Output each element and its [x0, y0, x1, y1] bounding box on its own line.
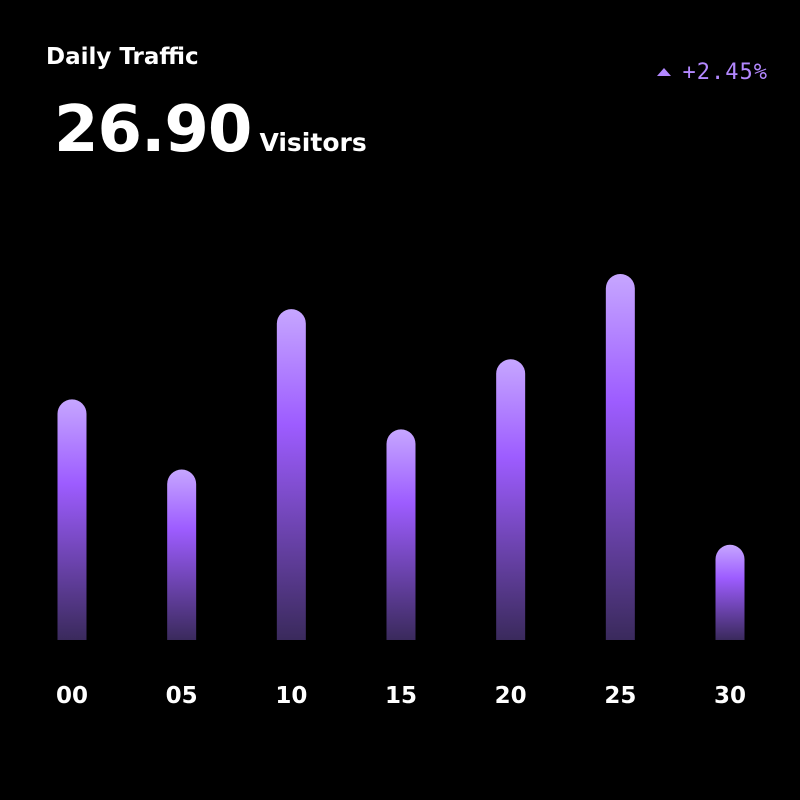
metric-unit: Visitors: [259, 128, 367, 157]
trend-indicator: +2.45%: [656, 60, 768, 85]
x-tick-label-15: 15: [385, 683, 417, 709]
metric-value: 26.90: [54, 93, 252, 167]
bar-00: [57, 399, 87, 640]
triangle-up-icon: [656, 67, 671, 76]
bar-10: [276, 309, 306, 640]
x-tick-label-20: 20: [495, 683, 527, 709]
x-tick-label-30: 30: [714, 683, 746, 709]
widget-title: Daily Traffic: [46, 44, 199, 70]
x-tick-label-00: 00: [56, 683, 88, 709]
bar-20: [496, 359, 526, 640]
bar-30: [715, 544, 745, 640]
x-tick-label-10: 10: [275, 683, 307, 709]
trend-value: +2.45%: [682, 60, 768, 85]
x-tick-label-05: 05: [166, 683, 198, 709]
bar-05: [167, 469, 197, 640]
bar-15: [386, 429, 416, 640]
bar-25: [605, 274, 635, 640]
x-tick-label-25: 25: [604, 683, 636, 709]
bar-group: [57, 274, 745, 640]
x-axis-tick-labels: 00 05 10 15 20 25 30: [56, 683, 746, 709]
metric-summary: 26.90 Visitors: [54, 98, 367, 162]
